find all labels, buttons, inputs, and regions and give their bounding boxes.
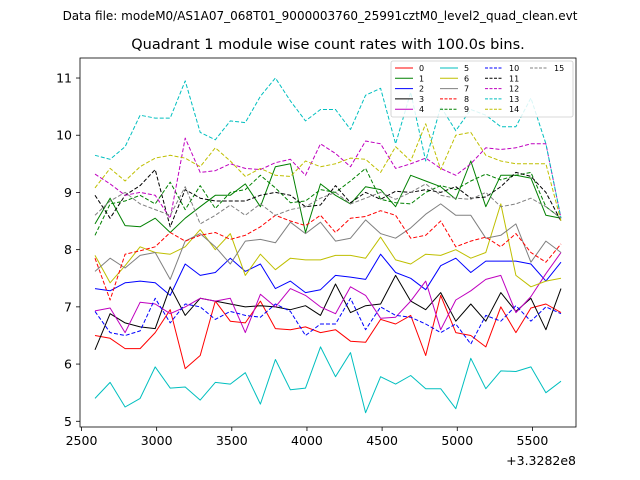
legend-label-11: 11 <box>509 74 519 83</box>
legend-label-9: 9 <box>464 105 469 114</box>
series-line-3 <box>94 274 562 350</box>
series-line-2 <box>94 253 562 296</box>
legend-label-1: 1 <box>419 74 424 83</box>
series-line-10 <box>94 297 562 345</box>
x-tick-label: 4000 <box>291 433 323 448</box>
x-tick-label: 3000 <box>141 433 173 448</box>
y-tick-label: 7 <box>64 299 72 314</box>
y-tick-label: 9 <box>64 185 72 200</box>
legend-label-13: 13 <box>509 95 519 104</box>
y-tick-label: 8 <box>64 242 72 257</box>
legend-box <box>390 60 574 118</box>
x-tick-label: 5000 <box>441 433 473 448</box>
x-tick-label: 5500 <box>517 433 549 448</box>
legend-label-7: 7 <box>464 85 469 94</box>
x-tick-label: 4500 <box>366 433 398 448</box>
chart-title: Quadrant 1 module wise count rates with … <box>131 37 525 53</box>
legend-label-12: 12 <box>509 85 519 94</box>
legend-label-8: 8 <box>464 95 469 104</box>
y-tick-label: 5 <box>64 414 72 429</box>
legend-label-3: 3 <box>419 95 424 104</box>
legend-label-6: 6 <box>464 74 469 83</box>
y-tick-label: 11 <box>56 71 72 86</box>
x-tick-label: 2500 <box>66 433 98 448</box>
series-line-15 <box>94 183 562 225</box>
series-line-6 <box>94 203 562 288</box>
y-tick-label: 10 <box>56 128 72 143</box>
series-line-4 <box>94 252 562 334</box>
x-offset-label: +3.3282e8 <box>506 453 576 468</box>
series-line-9 <box>94 167 562 236</box>
legend-label-15: 15 <box>554 64 564 73</box>
legend-label-4: 4 <box>419 105 424 114</box>
data-file-header: Data file: modeM0/AS1A07_068T01_90000037… <box>63 9 578 23</box>
axes-frame <box>79 57 577 428</box>
series-line-0 <box>94 294 562 370</box>
series-line-12 <box>94 137 562 219</box>
legend-label-10: 10 <box>509 64 519 73</box>
series-line-8 <box>94 210 562 301</box>
series-line-1 <box>94 160 562 233</box>
x-tick-label: 3500 <box>216 433 248 448</box>
legend-label-2: 2 <box>419 85 424 94</box>
y-tick-label: 6 <box>64 357 72 372</box>
legend-label-0: 0 <box>419 64 424 73</box>
series-line-5 <box>94 346 562 414</box>
plot-area: 2500 3000 3500 4000 4500 5000 5500567891011+3.… <box>56 57 577 468</box>
legend-label-5: 5 <box>464 64 469 73</box>
legend-label-14: 14 <box>509 105 519 114</box>
series-line-14 <box>94 123 562 222</box>
series-line-7 <box>94 203 562 280</box>
